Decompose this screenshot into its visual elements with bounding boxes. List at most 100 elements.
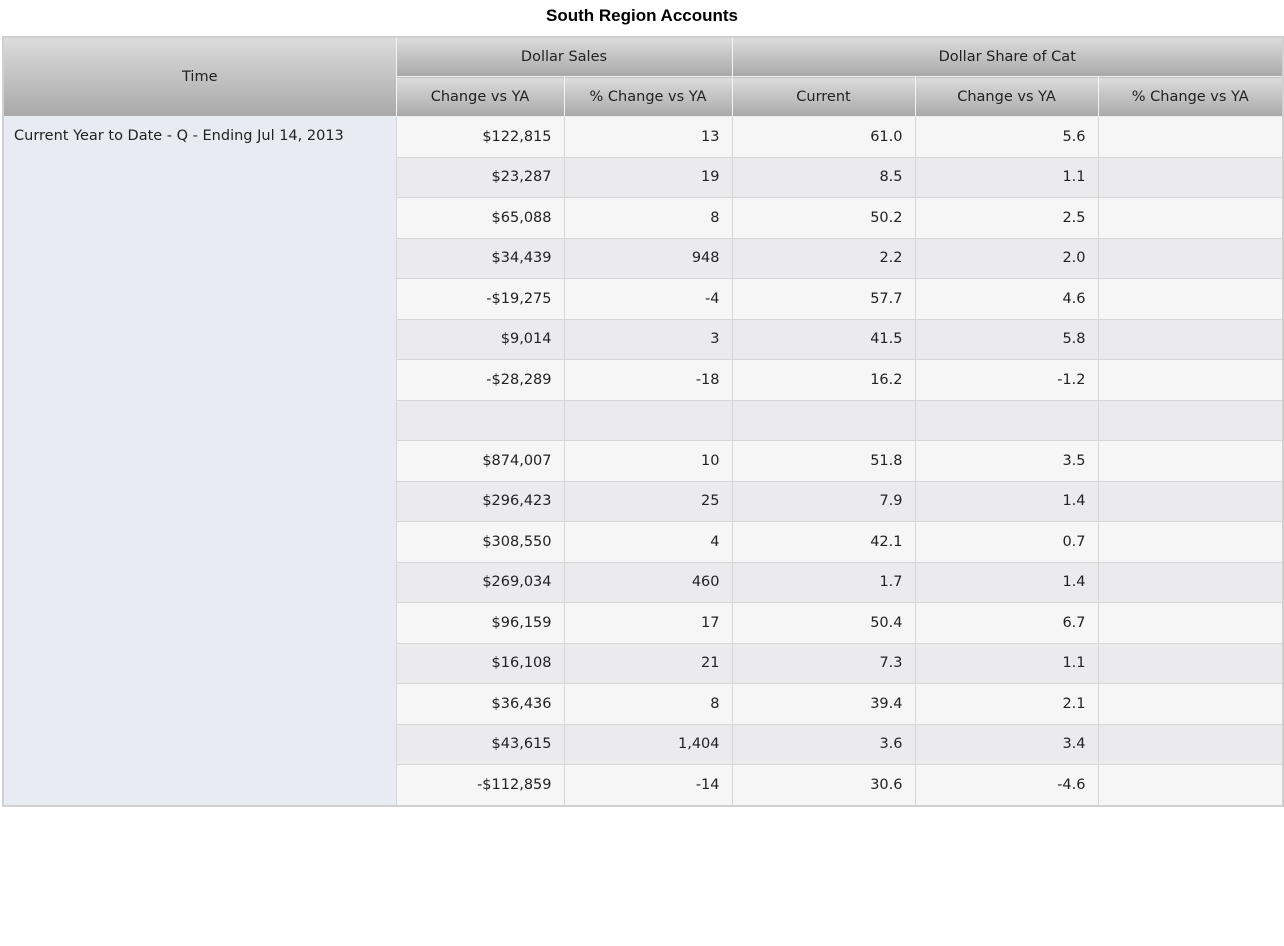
table-row: $9,014 3 41.5 5.8 [3,318,1284,360]
cell-share-current: 3.6 [731,723,916,765]
cell-share-pct-change-vs-ya [1097,561,1284,603]
table-row: -$28,289 -18 16.2 -1.2 [3,359,1284,401]
cell-sales-pct-change-vs-ya: -18 [563,359,733,401]
time-period-cell: Current Year to Date - Q - Ending Jul 14… [2,116,397,806]
cell-share-change-vs-ya: 5.8 [914,318,1099,360]
header-sales-change-vs-ya[interactable]: Change vs YA [395,76,565,117]
cell-sales-change-vs-ya [395,399,565,441]
accounts-table: Time Dollar Sales Dollar Share of Cat Ch… [2,36,1284,807]
cell-sales-change-vs-ya: $16,108 [395,642,565,684]
table-row: $96,159 17 50.4 6.7 [3,602,1284,644]
cell-share-change-vs-ya: 1.1 [914,156,1099,198]
table-row: -$112,859 -14 30.6 -4.6 [3,764,1284,806]
table-row: $269,034 460 1.7 1.4 [3,561,1284,603]
cell-share-change-vs-ya: 1.4 [914,561,1099,603]
cell-share-pct-change-vs-ya [1097,156,1284,198]
cell-sales-pct-change-vs-ya: 460 [563,561,733,603]
header-share-change-vs-ya[interactable]: Change vs YA [914,76,1099,117]
cell-share-pct-change-vs-ya [1097,723,1284,765]
cell-share-current: 16.2 [731,359,916,401]
cell-share-change-vs-ya: 2.0 [914,237,1099,279]
cell-sales-pct-change-vs-ya [563,399,733,441]
cell-share-pct-change-vs-ya [1097,521,1284,563]
cell-share-current: 50.4 [731,602,916,644]
cell-sales-change-vs-ya: $296,423 [395,480,565,522]
cell-share-change-vs-ya: 3.4 [914,723,1099,765]
cell-sales-pct-change-vs-ya: 1,404 [563,723,733,765]
header-share-pct-change-vs-ya[interactable]: % Change vs YA [1097,76,1284,117]
cell-sales-pct-change-vs-ya: 4 [563,521,733,563]
table-body: Current Year to Date - Q - Ending Jul 14… [2,116,1284,806]
report-title: South Region Accounts [545,6,739,25]
cell-share-pct-change-vs-ya [1097,764,1284,806]
cell-share-current: 61.0 [731,116,916,158]
table-row [3,399,1284,441]
cell-share-change-vs-ya: 2.5 [914,197,1099,239]
cell-sales-pct-change-vs-ya: 13 [563,116,733,158]
cell-sales-change-vs-ya: $308,550 [395,521,565,563]
cell-sales-change-vs-ya: $34,439 [395,237,565,279]
cell-share-current: 57.7 [731,278,916,320]
cell-share-current: 7.9 [731,480,916,522]
cell-sales-change-vs-ya: $9,014 [395,318,565,360]
cell-share-pct-change-vs-ya [1097,197,1284,239]
cell-sales-pct-change-vs-ya: 10 [563,440,733,482]
cell-share-current: 1.7 [731,561,916,603]
table-row: -$19,275 -4 57.7 4.6 [3,278,1284,320]
header-time[interactable]: Time [2,36,397,117]
cell-share-change-vs-ya: 5.6 [914,116,1099,158]
cell-share-pct-change-vs-ya [1097,318,1284,360]
table-row: $43,615 1,404 3.6 3.4 [3,723,1284,765]
cell-share-change-vs-ya: 6.7 [914,602,1099,644]
cell-share-pct-change-vs-ya [1097,278,1284,320]
cell-share-current: 39.4 [731,683,916,725]
cell-share-current: 30.6 [731,764,916,806]
cell-share-pct-change-vs-ya [1097,602,1284,644]
table-row: Current Year to Date - Q - Ending Jul 14… [2,116,1284,806]
cell-sales-change-vs-ya: -$19,275 [395,278,565,320]
cell-sales-pct-change-vs-ya: 8 [563,197,733,239]
cell-sales-pct-change-vs-ya: 17 [563,602,733,644]
cell-share-change-vs-ya: 3.5 [914,440,1099,482]
cell-share-pct-change-vs-ya [1097,480,1284,522]
cell-share-pct-change-vs-ya [1097,359,1284,401]
cell-sales-pct-change-vs-ya: 19 [563,156,733,198]
cell-sales-change-vs-ya: $43,615 [395,723,565,765]
cell-sales-pct-change-vs-ya: 21 [563,642,733,684]
cell-share-current [731,399,916,441]
cell-share-pct-change-vs-ya [1097,116,1284,158]
cell-sales-change-vs-ya: -$112,859 [395,764,565,806]
header-share-current[interactable]: Current [731,76,916,117]
cell-share-pct-change-vs-ya [1097,237,1284,279]
cell-share-current: 41.5 [731,318,916,360]
cell-sales-change-vs-ya: -$28,289 [395,359,565,401]
header-dollar-sales[interactable]: Dollar Sales [395,36,733,77]
cell-share-change-vs-ya: -1.2 [914,359,1099,401]
cell-share-change-vs-ya: 0.7 [914,521,1099,563]
cell-share-change-vs-ya: -4.6 [914,764,1099,806]
table-row: $65,088 8 50.2 2.5 [3,197,1284,239]
cell-share-current: 7.3 [731,642,916,684]
cell-share-pct-change-vs-ya [1097,399,1284,441]
table-row: $16,108 21 7.3 1.1 [3,642,1284,684]
cell-sales-change-vs-ya: $65,088 [395,197,565,239]
table-row: $23,287 19 8.5 1.1 [3,156,1284,198]
cell-sales-change-vs-ya: $122,815 [395,116,565,158]
cell-sales-pct-change-vs-ya: -4 [563,278,733,320]
cell-share-change-vs-ya: 2.1 [914,683,1099,725]
cell-share-pct-change-vs-ya [1097,642,1284,684]
cell-share-pct-change-vs-ya [1097,440,1284,482]
header-sales-pct-change-vs-ya[interactable]: % Change vs YA [563,76,733,117]
cell-share-current: 42.1 [731,521,916,563]
cell-sales-pct-change-vs-ya: 25 [563,480,733,522]
cell-share-change-vs-ya: 1.4 [914,480,1099,522]
table-row: $874,007 10 51.8 3.5 [3,440,1284,482]
header-dollar-share-of-cat[interactable]: Dollar Share of Cat [731,36,1284,77]
cell-sales-change-vs-ya: $269,034 [395,561,565,603]
table-row: $308,550 4 42.1 0.7 [3,521,1284,563]
cell-sales-change-vs-ya: $96,159 [395,602,565,644]
cell-sales-change-vs-ya: $23,287 [395,156,565,198]
cell-sales-change-vs-ya: $874,007 [395,440,565,482]
cell-share-current: 8.5 [731,156,916,198]
cell-sales-pct-change-vs-ya: 8 [563,683,733,725]
